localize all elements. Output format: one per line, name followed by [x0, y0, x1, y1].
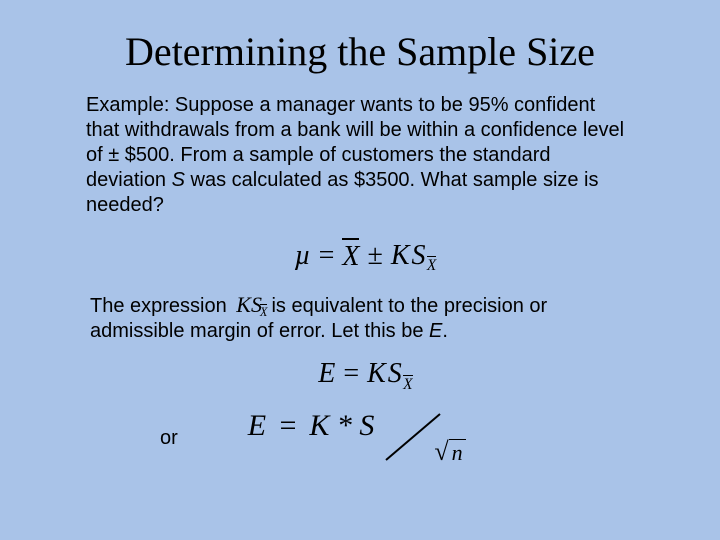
sym-eq: =: [313, 240, 341, 272]
sym-pm: ±: [361, 240, 388, 272]
inline-k: K: [236, 292, 251, 317]
slide: Determining the Sample Size Example: Sup…: [0, 0, 720, 540]
expr-before: The expression: [90, 295, 232, 317]
e2b-s: S: [359, 409, 374, 442]
expr-e: E: [429, 320, 442, 342]
e2b-e: E: [248, 409, 266, 442]
slide-title: Determining the Sample Size: [60, 28, 660, 75]
sym-xbar: X: [342, 238, 359, 273]
sqrt-symbol: √: [434, 437, 448, 467]
or-label: or: [160, 427, 178, 450]
sym-k: K: [391, 240, 410, 272]
sym-s-xbar: S X: [412, 240, 426, 272]
inline-sub-x: X: [260, 304, 267, 319]
paragraph-italic-s: S: [172, 169, 185, 191]
sym-mu: µ: [294, 240, 310, 272]
equation-mu: µ = X ± K S X: [60, 238, 660, 273]
sqrt-n: √ n: [434, 437, 465, 467]
e2a-s-xbar: S X: [388, 358, 402, 390]
e2a-k: K: [367, 358, 386, 390]
expr-period: .: [442, 320, 448, 342]
e2b-eq: =: [274, 409, 302, 442]
equation-e-ksx: E = K S X: [60, 358, 660, 390]
equation-or-row: or E = K * S √ n: [60, 408, 660, 468]
inline-ksx: KSX: [232, 292, 271, 317]
e2b-k: K: [309, 409, 329, 442]
sqrt-arg-n: n: [449, 439, 466, 466]
e2a-eq: =: [337, 358, 365, 390]
equation-e-ks-over-sqrtn: E = K * S √ n: [248, 408, 484, 468]
e2b-star: *: [337, 409, 352, 442]
expression-paragraph: The expression KSX is equivalent to the …: [90, 291, 630, 344]
sym-sub-x: X: [427, 256, 436, 274]
e2a-e: E: [318, 358, 335, 390]
e2a-sub-x: X: [403, 375, 412, 393]
example-paragraph: Example: Suppose a manager wants to be 9…: [86, 93, 634, 218]
